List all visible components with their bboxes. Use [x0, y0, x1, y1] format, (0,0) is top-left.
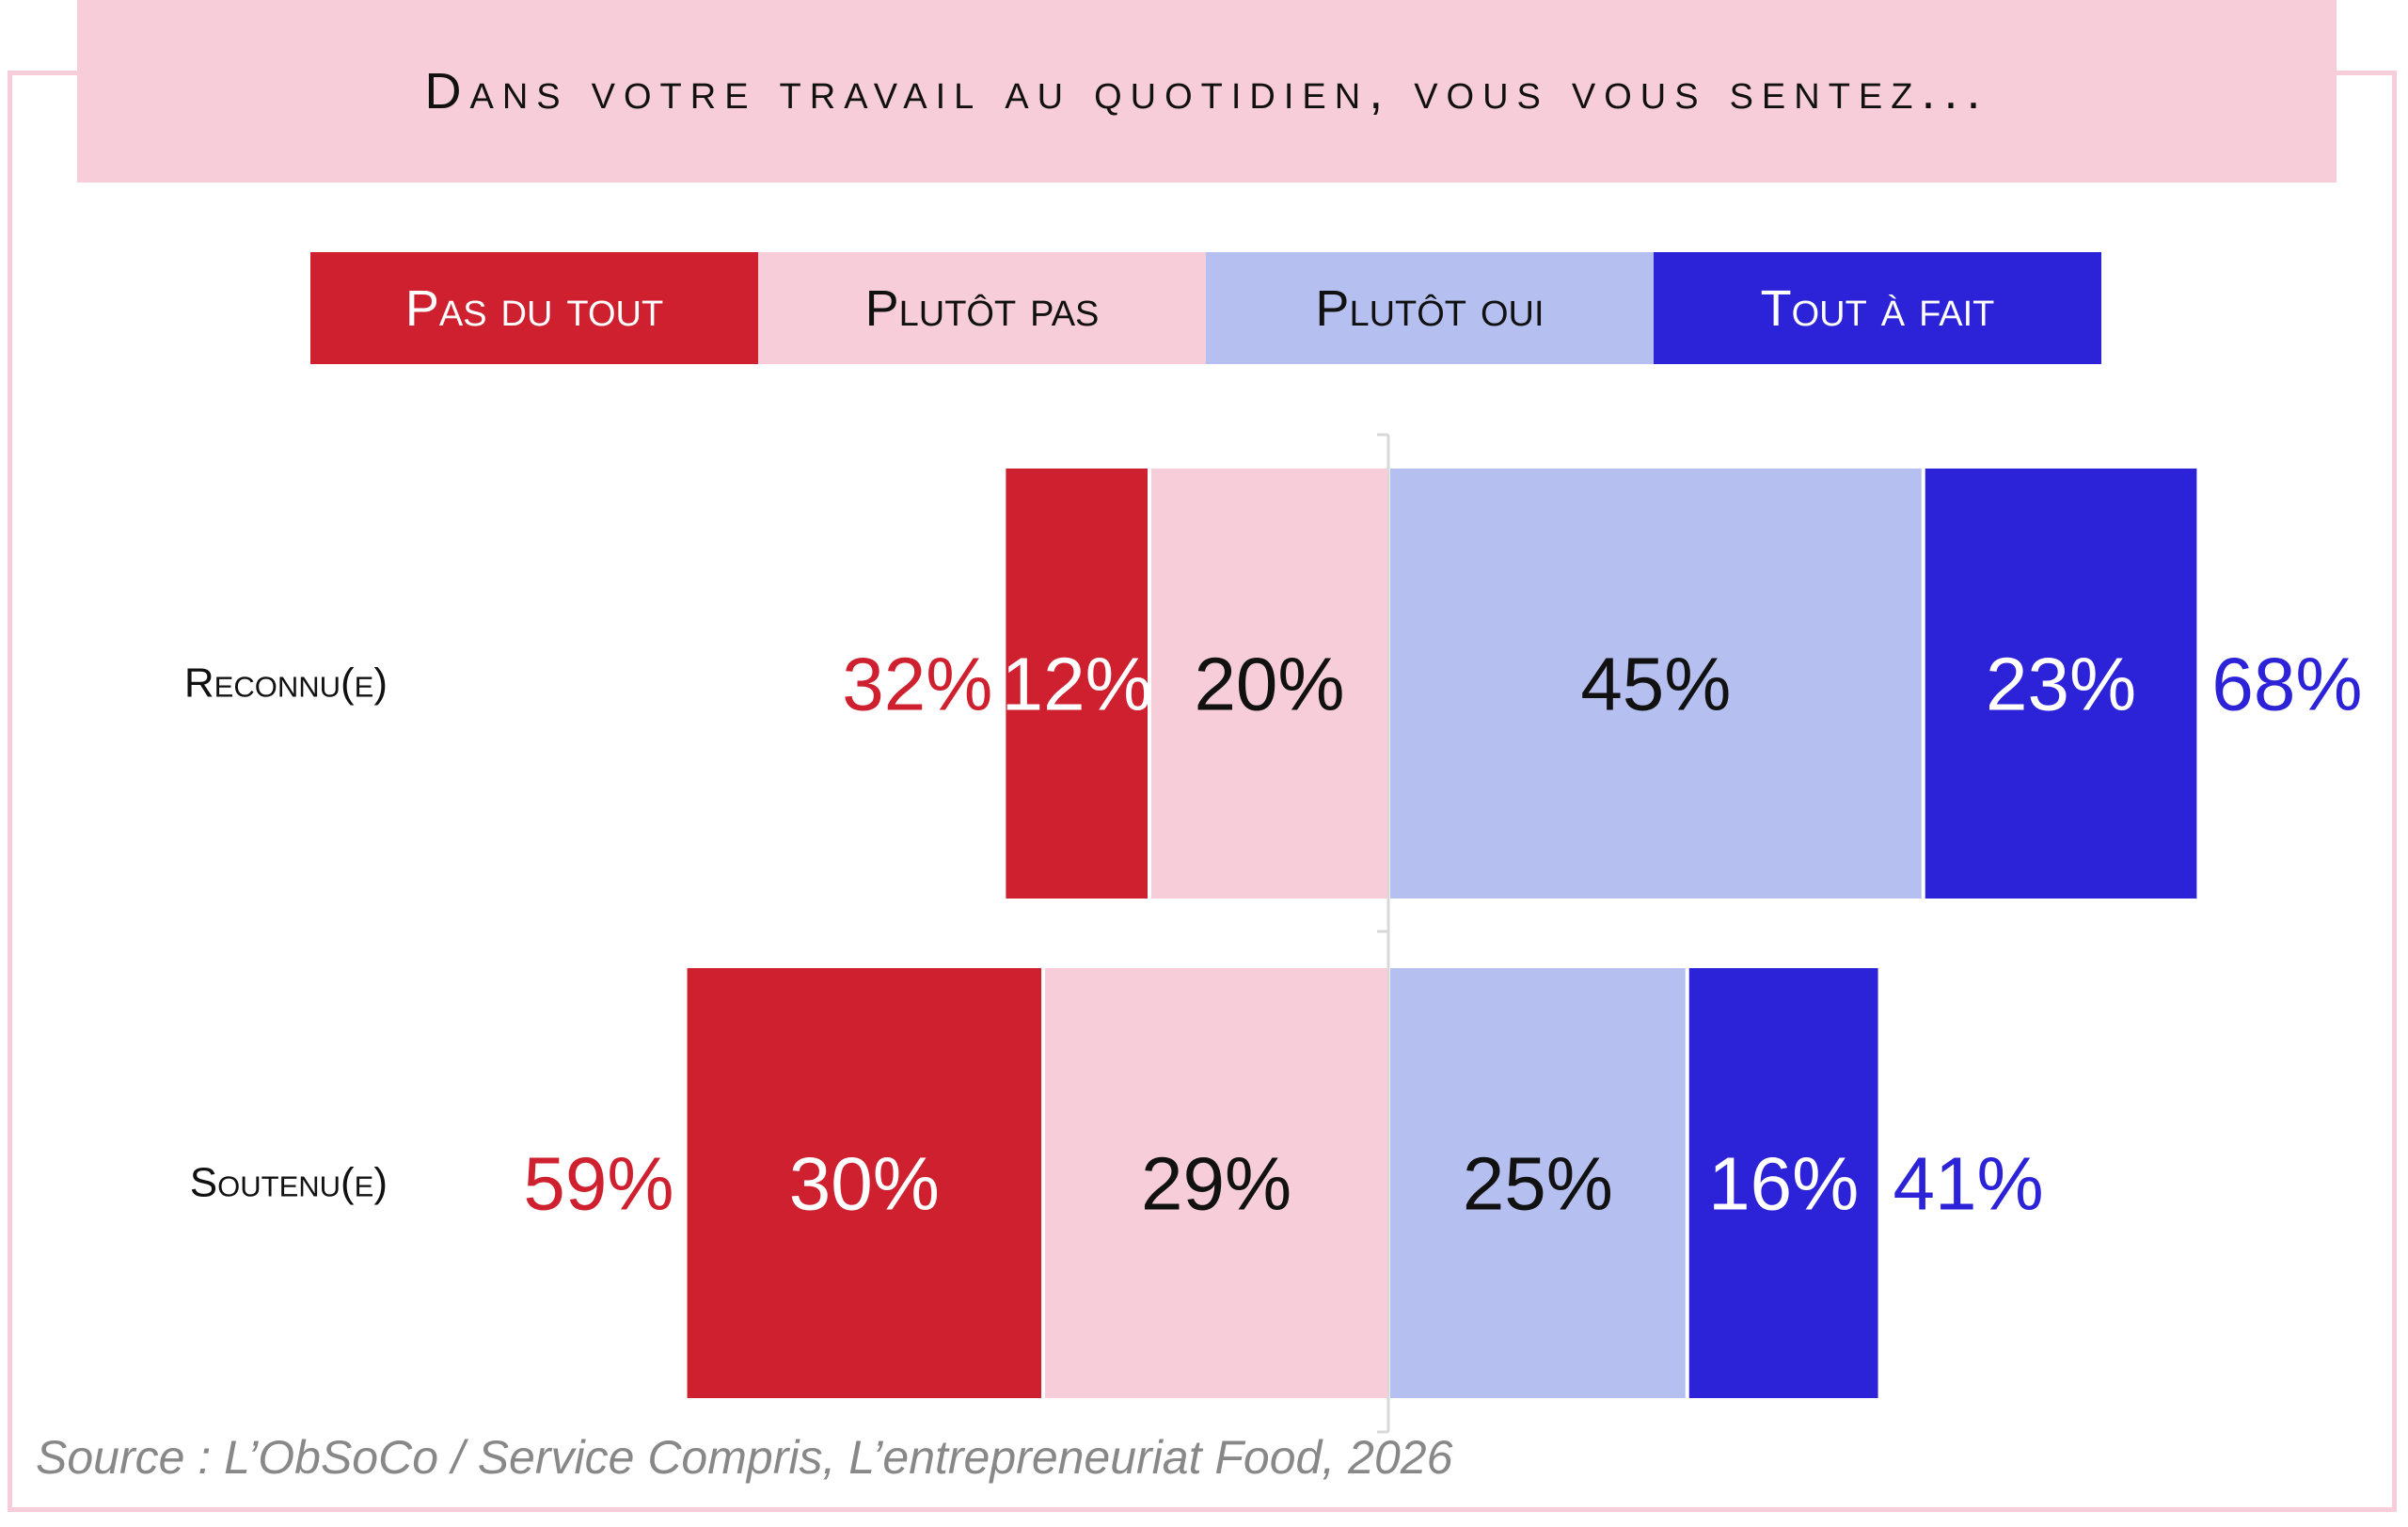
- bar-value-label: 45%: [1580, 643, 1731, 726]
- bar-value-label: 12%: [1002, 643, 1152, 726]
- bar-tout-fait: [1925, 469, 2197, 899]
- bar-value-label: 29%: [1141, 1142, 1291, 1226]
- legend-plutot-oui: Plutôt oui: [1206, 252, 1654, 364]
- legend-pas-du-tout: Pas du tout: [310, 252, 758, 364]
- category-label: Soutenu(e): [190, 1160, 388, 1206]
- legend-plutot-pas: Plutôt pas: [758, 252, 1206, 364]
- bar-value-label: 16%: [1708, 1142, 1859, 1226]
- bar-plut-t-oui: [1390, 469, 1922, 899]
- bar-value-label: 30%: [789, 1142, 940, 1226]
- bar-value-label: 20%: [1194, 643, 1344, 726]
- title-band: Dans votre travail au quotidien, vous vo…: [77, 0, 2337, 183]
- total-positive-label: 41%: [1893, 1142, 2044, 1226]
- legend: Pas du tout Plutôt pas Plutôt oui Tout à…: [310, 252, 2101, 364]
- bar-value-label: 23%: [1986, 643, 2136, 726]
- bar-pas-du-tout: [687, 968, 1042, 1398]
- category-label: Reconnu(e): [184, 660, 388, 707]
- total-negative-label: 59%: [523, 1142, 673, 1226]
- bar-pas-du-tout: [1006, 469, 1148, 899]
- chart-title: Dans votre travail au quotidien, vous vo…: [424, 63, 1989, 119]
- bar-value-label: 25%: [1463, 1142, 1613, 1226]
- total-negative-label: 32%: [842, 643, 992, 726]
- total-positive-label: 68%: [2211, 643, 2362, 726]
- bar-tout-fait: [1688, 968, 1878, 1398]
- bar-plut-t-oui: [1390, 968, 1686, 1398]
- bar-plut-t-pas: [1151, 469, 1387, 899]
- bar-plut-t-pas: [1045, 968, 1387, 1398]
- source-note: Source : L’ObSoCo / Service Compris, L’e…: [36, 1431, 1453, 1484]
- legend-tout-a-fait: Tout à fait: [1654, 252, 2101, 364]
